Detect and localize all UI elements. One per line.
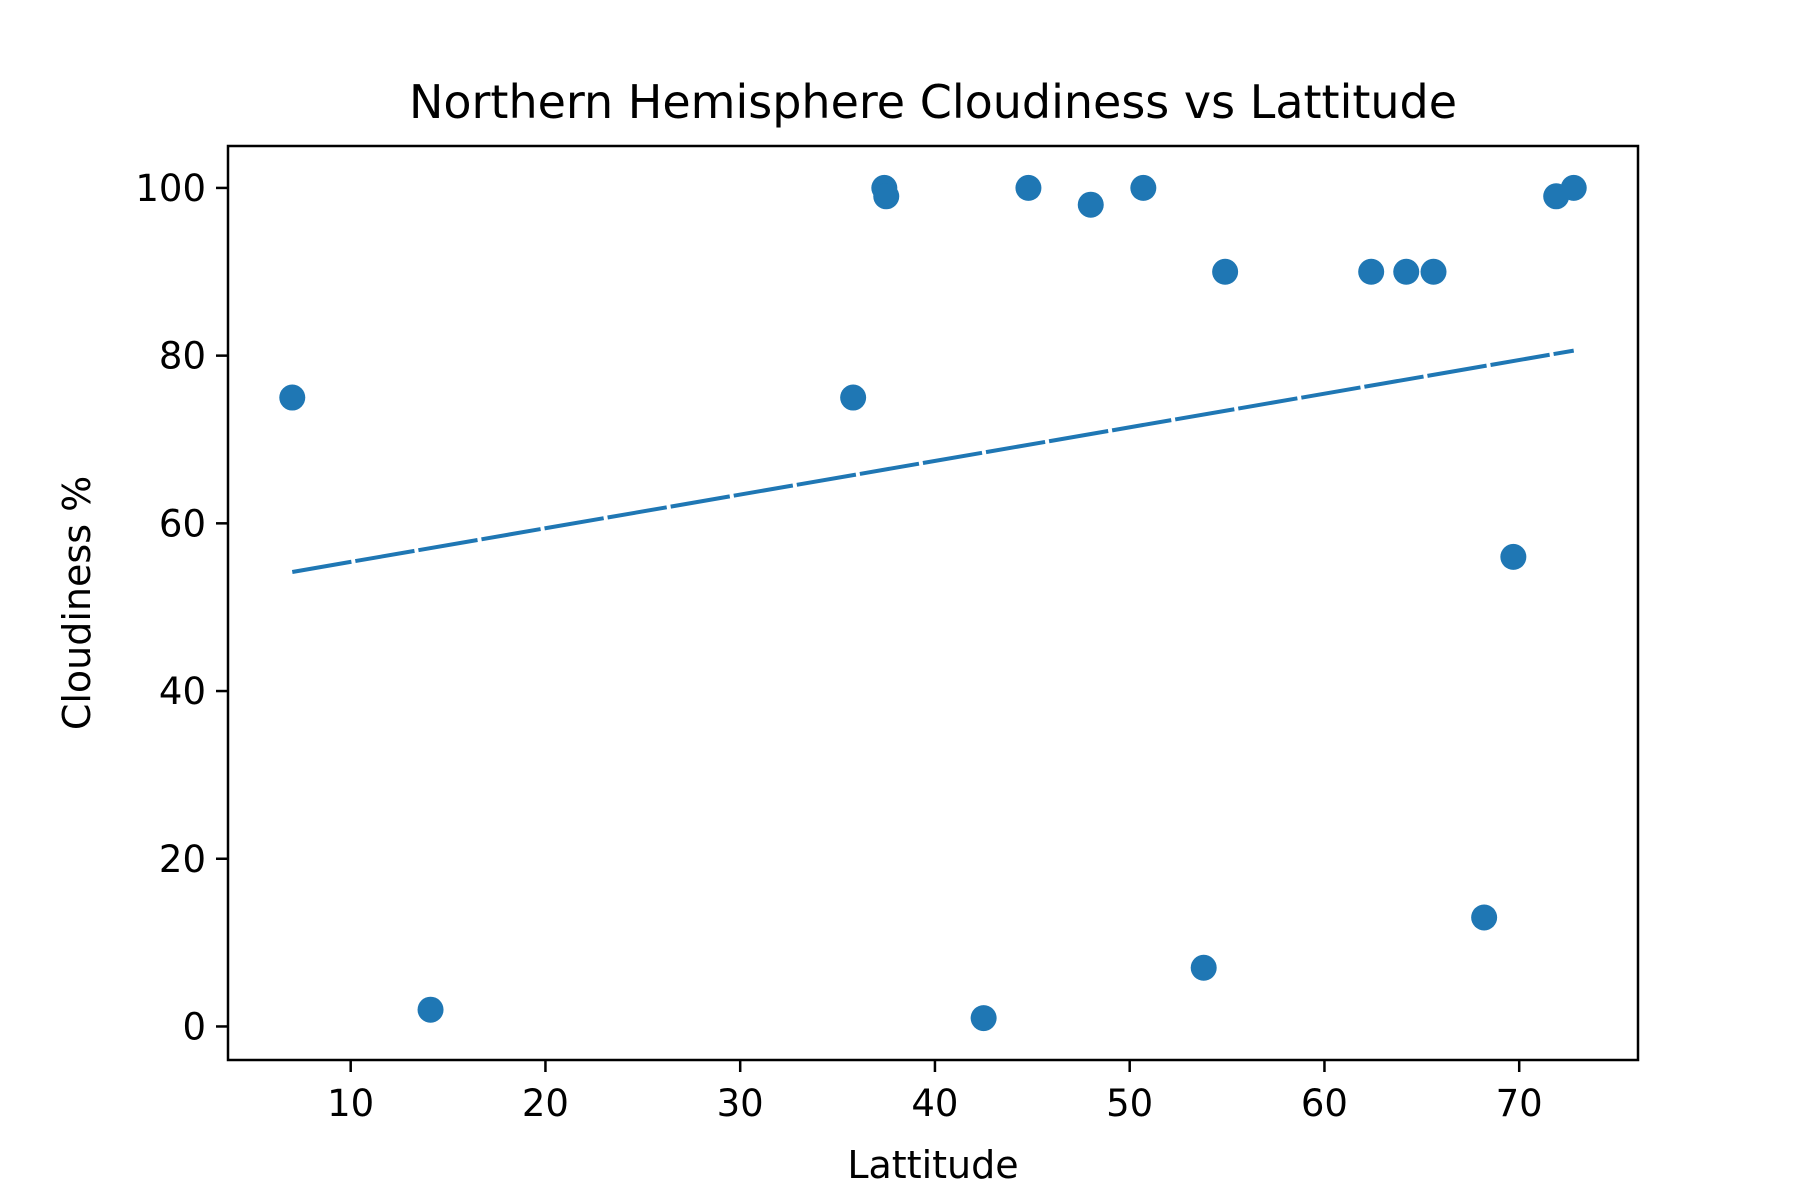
data-point bbox=[1130, 174, 1157, 201]
data-point bbox=[1358, 258, 1385, 285]
data-point bbox=[1190, 954, 1217, 981]
y-tick-label: 80 bbox=[159, 335, 206, 378]
y-tick-label: 0 bbox=[182, 1005, 206, 1048]
x-tick-label: 60 bbox=[1301, 1082, 1348, 1125]
y-axis: 0 20 40 60 80 100 bbox=[135, 167, 228, 1048]
data-point bbox=[417, 996, 444, 1023]
x-axis: 10 20 30 40 50 60 70 bbox=[327, 1060, 1543, 1125]
data-point bbox=[873, 183, 900, 210]
y-axis-label: Cloudiness % bbox=[55, 476, 99, 730]
x-tick-label: 40 bbox=[911, 1082, 958, 1125]
plot-area bbox=[279, 174, 1587, 1032]
data-point bbox=[1015, 174, 1042, 201]
x-tick-label: 50 bbox=[1106, 1082, 1153, 1125]
x-tick-label: 20 bbox=[522, 1082, 569, 1125]
x-tick-label: 10 bbox=[327, 1082, 374, 1125]
y-tick-label: 100 bbox=[135, 167, 206, 210]
data-point bbox=[1077, 191, 1104, 218]
x-axis-label: Lattitude bbox=[847, 1143, 1018, 1187]
data-point bbox=[279, 384, 306, 411]
data-point bbox=[840, 384, 867, 411]
x-tick-label: 30 bbox=[717, 1082, 764, 1125]
y-tick-label: 20 bbox=[159, 838, 206, 881]
axes-frame bbox=[226, 144, 1640, 1062]
data-point bbox=[1393, 258, 1420, 285]
data-point bbox=[1560, 174, 1587, 201]
y-tick-label: 40 bbox=[159, 670, 206, 713]
y-tick-label: 60 bbox=[159, 502, 206, 545]
data-point bbox=[1420, 258, 1447, 285]
data-point bbox=[970, 1005, 997, 1032]
data-point bbox=[1212, 258, 1239, 285]
data-point bbox=[1500, 543, 1527, 570]
data-point bbox=[1471, 904, 1498, 931]
x-tick-label: 70 bbox=[1496, 1082, 1543, 1125]
chart-title: Northern Hemisphere Cloudiness vs Lattit… bbox=[409, 75, 1457, 129]
regression-line bbox=[291, 348, 1575, 574]
